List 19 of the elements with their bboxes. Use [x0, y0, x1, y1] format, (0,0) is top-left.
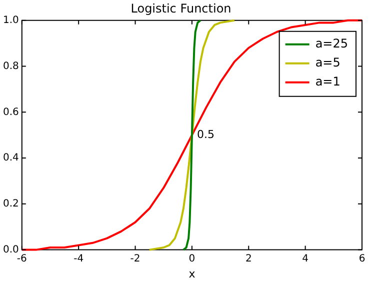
chart-title: Logistic Function	[130, 1, 232, 16]
y-tick-label: 0.4	[2, 152, 19, 164]
y-tick-label: 0.8	[2, 60, 19, 72]
x-tick-label: 4	[302, 253, 309, 264]
x-tick-label: -4	[74, 253, 84, 264]
legend-label: a=1	[315, 74, 340, 89]
x-tick-label: 6	[358, 253, 366, 264]
x-tick-label: 0	[188, 253, 196, 264]
legend-label: a=25	[315, 36, 348, 51]
x-tick-label: -6	[16, 253, 27, 264]
y-tick-label: 0.6	[2, 106, 19, 118]
annotation: 0.5	[196, 128, 214, 141]
y-tick-label: 0.0	[2, 244, 19, 256]
x-axis-title: x	[188, 267, 196, 280]
x-tick-label: 2	[245, 253, 252, 264]
legend-label: a=5	[315, 56, 340, 70]
x-tick-label: -2	[130, 253, 140, 264]
y-tick-label: 0.2	[2, 198, 19, 210]
y-tick-label: 1.0	[2, 14, 19, 26]
